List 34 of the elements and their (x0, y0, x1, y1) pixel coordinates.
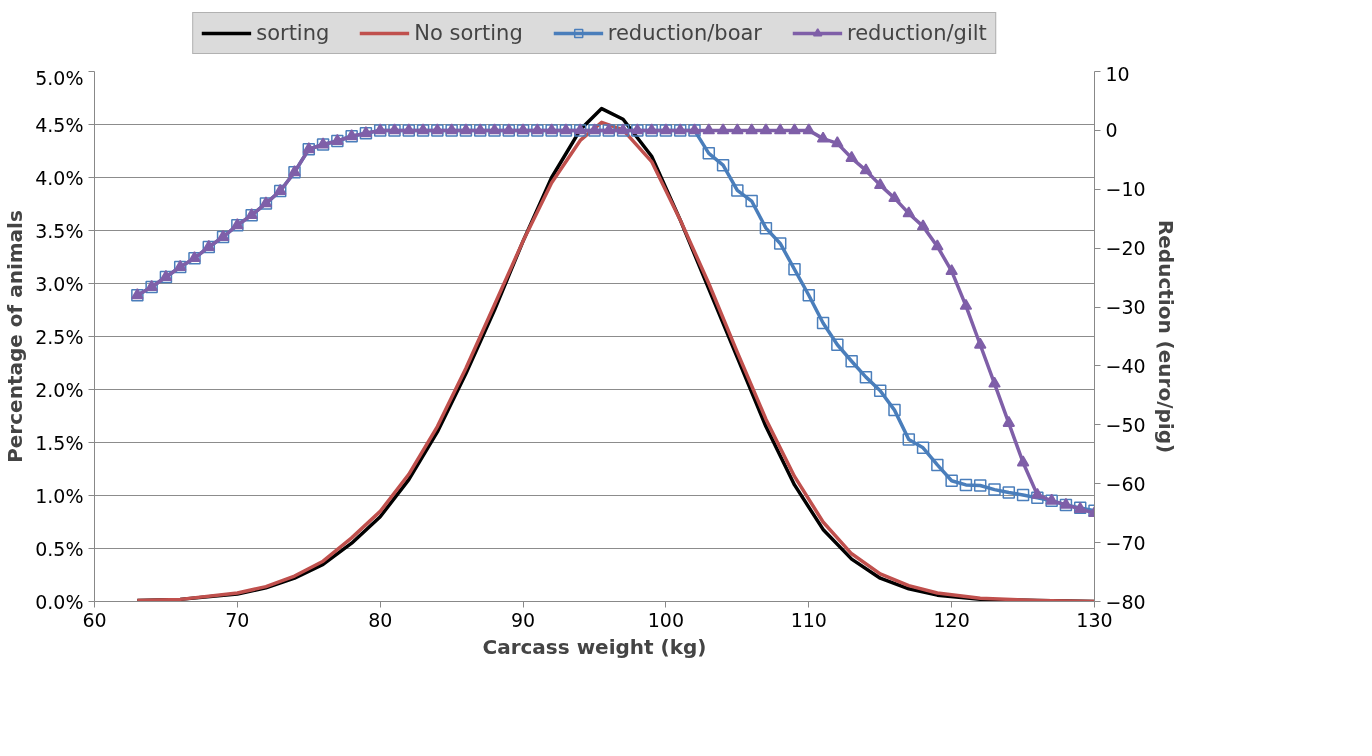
y2-tick-label: −10 (1105, 178, 1146, 201)
y2-axis-title: Reduction (euro/pig) (1153, 219, 1178, 454)
y-tick-label: 4.5% (35, 113, 84, 136)
y-tick-label: 4.0% (35, 166, 84, 189)
y2-tick-label: 0 (1105, 119, 1118, 142)
y-axis-title: Percentage of animals (3, 210, 28, 463)
y2-tick-label: −40 (1105, 354, 1146, 377)
x-tick-label: 60 (82, 608, 107, 631)
y-tick-label: 1.5% (35, 431, 84, 454)
y2-tick-label: −70 (1105, 531, 1146, 554)
y-tick-label: 2.5% (35, 325, 84, 348)
x-axis-title: Carcass weight (kg) (482, 634, 707, 659)
y2-tick-label: −60 (1105, 472, 1146, 495)
x-tick-label: 110 (790, 608, 827, 631)
x-tick-label: 70 (225, 608, 250, 631)
x-tick-label: 100 (647, 608, 685, 631)
y2-tick-label: −30 (1105, 296, 1146, 319)
y2-tick-label: −50 (1105, 413, 1146, 436)
legend-label: No sorting (414, 21, 523, 45)
legend-label: reduction/gilt (846, 21, 987, 45)
legend-label: sorting (256, 21, 330, 45)
y-tick-label: 0.0% (35, 590, 84, 613)
legend-label: reduction/boar (607, 21, 762, 45)
y2-tick-label: 10 (1105, 62, 1130, 85)
y2-tick-label: −20 (1105, 237, 1146, 260)
x-tick-label: 90 (510, 608, 536, 631)
y-tick-label: 1.0% (35, 484, 84, 507)
y-tick-label: 3.5% (35, 219, 84, 242)
x-tick-label: 80 (368, 608, 393, 631)
y-tick-label: 0.5% (35, 537, 84, 560)
x-tick-label: 120 (933, 608, 970, 631)
y-tick-label: 5.0% (35, 66, 84, 89)
y-tick-label: 2.0% (35, 378, 84, 401)
y-tick-label: 3.0% (35, 272, 84, 295)
